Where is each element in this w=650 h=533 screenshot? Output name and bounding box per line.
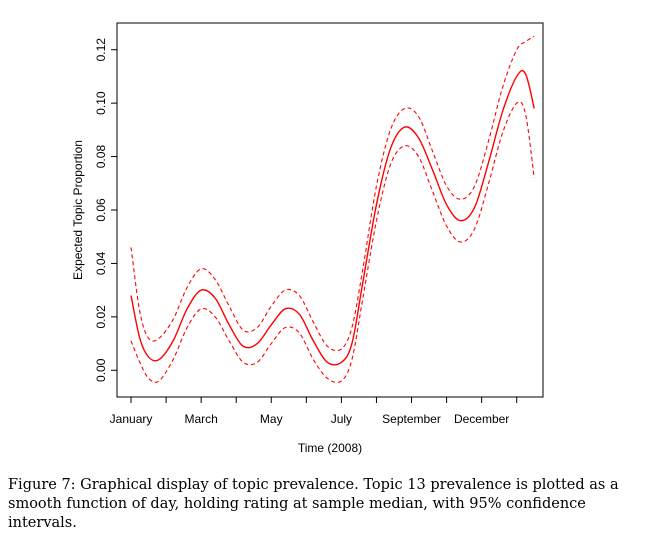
series-estimate-line bbox=[130, 69, 535, 366]
y-axis-label: Expected Topic Proportion bbox=[71, 140, 85, 280]
series-layer bbox=[130, 35, 535, 383]
y-axis: 0.00 0.02 0.04 0.06 0.08 0.10 0.12 bbox=[94, 38, 117, 382]
x-axis-label: Time (2008) bbox=[298, 441, 362, 455]
x-axis: January March May July September December bbox=[110, 397, 518, 426]
chart: 0.00 0.02 0.04 0.06 0.08 0.10 0.12 January Marc… bbox=[71, 22, 544, 455]
y-tick-label: 0.08 bbox=[94, 145, 108, 169]
x-tick-label: January bbox=[110, 412, 153, 426]
x-tick-label: May bbox=[260, 412, 283, 426]
x-tick-label: September bbox=[382, 412, 441, 426]
y-tick-label: 0.00 bbox=[94, 358, 108, 382]
x-tick-label: March bbox=[184, 412, 217, 426]
y-tick-label: 0.10 bbox=[94, 91, 108, 115]
y-tick-label: 0.12 bbox=[94, 38, 108, 62]
series-lower-ci-line bbox=[130, 101, 535, 383]
x-tick-label: July bbox=[331, 412, 352, 426]
series-upper-ci-line bbox=[130, 35, 535, 352]
y-tick-label: 0.06 bbox=[94, 198, 108, 222]
figure-caption: Figure 7: Graphical display of topic pre… bbox=[8, 477, 619, 531]
y-tick-label: 0.04 bbox=[94, 251, 108, 275]
y-tick-label: 0.02 bbox=[94, 305, 108, 329]
x-tick-label: December bbox=[454, 412, 509, 426]
